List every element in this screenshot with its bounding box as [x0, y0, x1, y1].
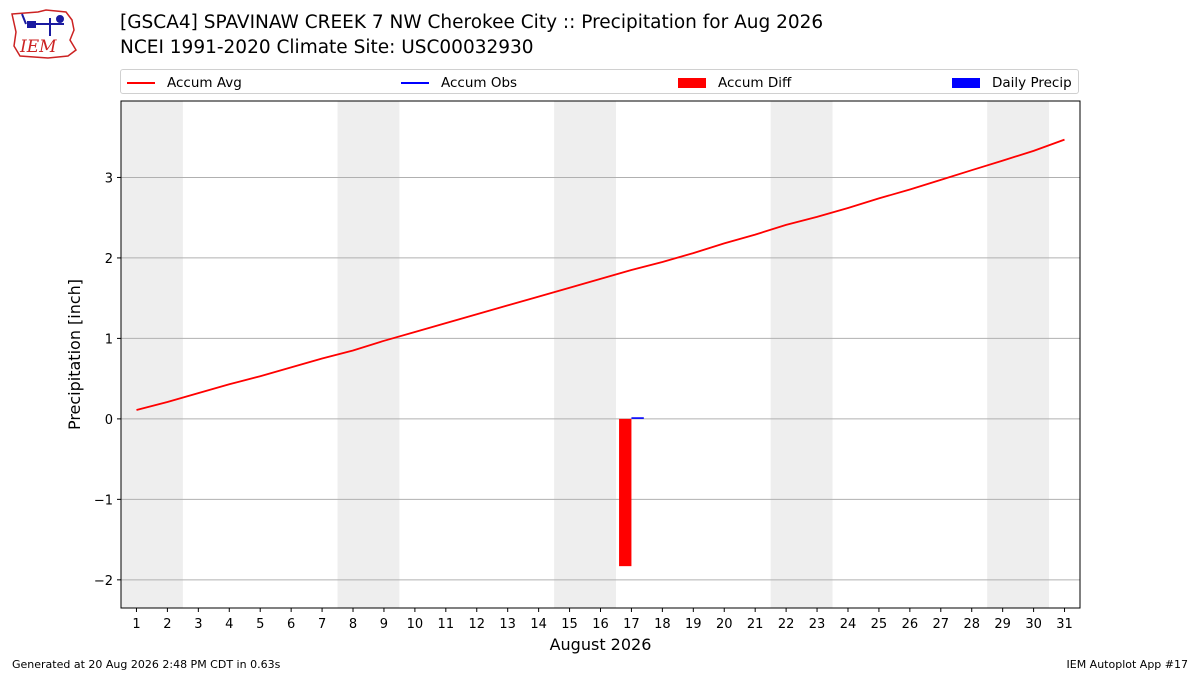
legend-label-daily-precip: Daily Precip [992, 74, 1072, 91]
accum-diff-bar-17 [619, 418, 632, 567]
x-tick-label: 18 [654, 617, 671, 632]
line-series [136, 138, 1065, 411]
chart-subtitle: NCEI 1991-2020 Climate Site: USC00032930 [120, 37, 534, 58]
legend-swatch-accum-avg [127, 81, 155, 84]
weekend-bands [121, 101, 1050, 608]
x-axis-ticks: 1 2 3 4 5 6 7 8 9 10 11 12 13 14 15 16 17 18 19 20 21 22 23 24 2… [132, 608, 1073, 632]
chart-title: [GSCA4] SPAVINAW CREEK 7 NW Cherokee Cit… [120, 12, 824, 33]
x-tick-label: 15 [561, 617, 578, 632]
grid-lines [121, 176, 1080, 581]
x-tick-label: 12 [468, 617, 485, 632]
x-tick-label: 25 [871, 617, 888, 632]
x-tick-label: 19 [685, 617, 702, 632]
x-tick-label: 9 [380, 617, 388, 632]
legend-swatch-accum-diff [678, 77, 706, 88]
footer-app: IEM Autoplot App #17 [1066, 658, 1189, 671]
x-tick-label: 7 [318, 617, 326, 632]
legend-item-accum-diff: Accum Diff [678, 70, 791, 95]
daily-precip-bar-17 [631, 417, 644, 419]
x-tick-label: 2 [163, 617, 171, 632]
x-tick-label: 22 [778, 617, 795, 632]
x-tick-label: 30 [1025, 617, 1042, 632]
x-tick-label: 23 [809, 617, 826, 632]
legend: Accum Avg Accum Obs Accum Diff Daily Pre… [120, 69, 1079, 94]
x-tick-label: 16 [592, 617, 609, 632]
weekend-band-1 [121, 101, 183, 608]
weekend-band-3 [554, 101, 616, 608]
x-tick-label: 8 [349, 617, 357, 632]
y-tick-label: 3 [105, 171, 113, 186]
x-tick-label: 6 [287, 617, 295, 632]
accum-avg-line [136, 138, 1065, 411]
x-tick-label: 4 [225, 617, 233, 632]
y-tick-label: −1 [94, 493, 113, 508]
x-tick-label: 3 [194, 617, 202, 632]
y-axis-ticks: −2 −1 0 1 2 3 [94, 171, 121, 589]
legend-swatch-daily-precip [952, 77, 980, 88]
legend-swatch-accum-obs [401, 81, 429, 84]
x-tick-label: 29 [994, 617, 1011, 632]
x-axis-label: August 2026 [550, 635, 652, 654]
x-tick-label: 1 [132, 617, 140, 632]
y-tick-label: 0 [105, 413, 113, 428]
y-tick-label: 2 [105, 252, 113, 267]
x-tick-label: 28 [963, 617, 980, 632]
legend-item-accum-obs: Accum Obs [401, 70, 517, 95]
x-tick-label: 5 [256, 617, 264, 632]
x-tick-label: 17 [623, 617, 640, 632]
x-tick-label: 10 [407, 617, 424, 632]
x-tick-label: 21 [747, 617, 764, 632]
x-tick-label: 20 [716, 617, 733, 632]
legend-label-accum-obs: Accum Obs [441, 74, 518, 91]
x-tick-label: 14 [530, 617, 547, 632]
legend-label-accum-avg: Accum Avg [167, 74, 242, 91]
y-tick-label: 1 [105, 332, 113, 347]
legend-label-accum-diff: Accum Diff [718, 74, 792, 91]
weekend-band-2 [337, 101, 400, 608]
footer-generated: Generated at 20 Aug 2026 2:48 PM CDT in … [12, 658, 281, 671]
x-tick-label: 31 [1056, 617, 1073, 632]
x-tick-label: 26 [902, 617, 919, 632]
x-tick-label: 11 [438, 617, 455, 632]
x-tick-label: 24 [840, 617, 857, 632]
logo-text: IEM [19, 37, 57, 57]
iem-logo: IEM [11, 9, 77, 59]
legend-item-daily-precip: Daily Precip [952, 70, 1072, 95]
weather-station-icon [21, 13, 64, 36]
y-tick-label: −2 [94, 574, 113, 589]
bar-series [619, 417, 644, 567]
y-axis-label: Precipitation [inch] [65, 279, 84, 430]
weekend-band-4 [770, 101, 833, 608]
x-tick-label: 27 [933, 617, 950, 632]
weekend-band-5 [987, 101, 1050, 608]
x-tick-label: 13 [499, 617, 516, 632]
legend-item-accum-avg: Accum Avg [127, 70, 242, 95]
